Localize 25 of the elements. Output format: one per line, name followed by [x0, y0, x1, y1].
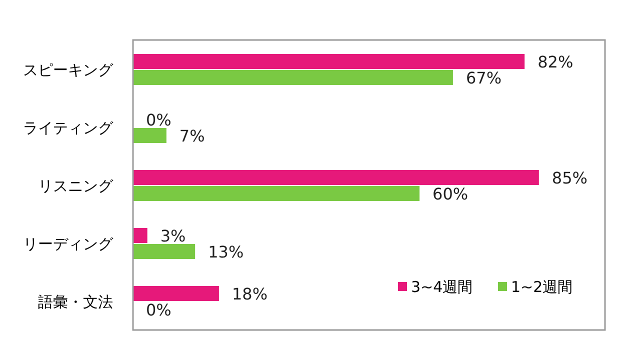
data-label: 3% [160, 226, 186, 246]
data-label: 67% [466, 68, 502, 88]
legend-label: 1~2週間 [511, 278, 573, 296]
bar [133, 186, 420, 201]
bar [133, 54, 525, 69]
y-tick-label: 語彙・文法 [38, 293, 113, 311]
data-label: 18% [232, 284, 268, 304]
data-label: 7% [179, 126, 205, 146]
bar [133, 228, 148, 243]
y-tick-label: リスニング [38, 177, 114, 195]
y-tick-label: リーディング [23, 235, 114, 253]
data-label: 0% [146, 300, 172, 320]
bar [133, 244, 196, 259]
bar [133, 70, 453, 85]
data-label: 85% [552, 168, 588, 188]
y-tick-label: ライティング [23, 119, 114, 137]
data-label: 13% [208, 242, 244, 262]
data-label: 0% [146, 110, 172, 130]
legend-label: 3~4週間 [411, 278, 473, 296]
bar [133, 170, 539, 185]
bar [133, 286, 219, 301]
y-tick-label: スピーキング [23, 61, 114, 79]
bar [133, 128, 166, 143]
data-label: 60% [432, 184, 468, 204]
data-label: 82% [538, 52, 574, 72]
